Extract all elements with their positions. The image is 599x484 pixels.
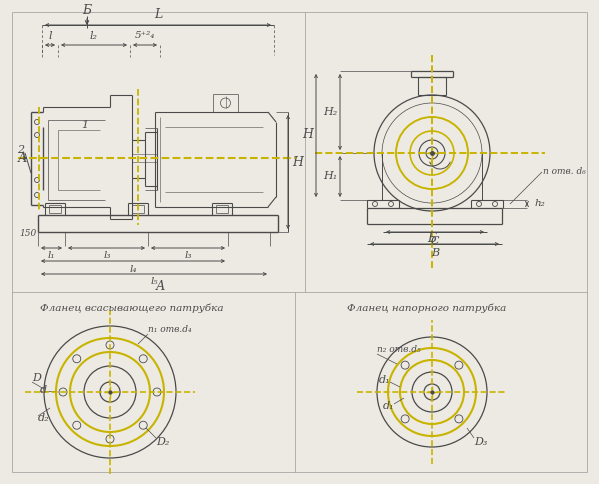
Text: l₃: l₃	[184, 252, 192, 260]
Text: 1: 1	[81, 120, 89, 130]
Text: l: l	[49, 31, 52, 41]
Text: D₃: D₃	[474, 437, 488, 447]
Text: n отв. d₆: n отв. d₆	[543, 167, 586, 177]
Text: l₂: l₂	[90, 31, 98, 41]
Text: 2: 2	[17, 145, 25, 155]
Text: d₁: d₁	[379, 375, 390, 385]
Text: H₂: H₂	[323, 107, 337, 117]
Text: L: L	[154, 9, 162, 21]
Text: l₁: l₁	[47, 252, 55, 260]
Text: h₂: h₂	[535, 199, 545, 209]
Text: H: H	[292, 156, 304, 169]
Text: B: B	[431, 248, 439, 258]
Text: Фланец всасывающего патрубка: Фланец всасывающего патрубка	[40, 303, 224, 313]
Text: l₄: l₄	[129, 264, 137, 273]
Text: D: D	[32, 373, 41, 383]
Text: H: H	[302, 128, 313, 141]
Text: d₂: d₂	[38, 413, 50, 423]
Text: l₅: l₅	[150, 277, 158, 287]
Text: C: C	[431, 236, 439, 246]
Text: d₁: d₁	[382, 401, 394, 411]
Text: А: А	[17, 151, 27, 165]
Text: Фланец напорного патрубка: Фланец напорного патрубка	[347, 303, 507, 313]
Text: Б: Б	[83, 3, 92, 16]
Text: d: d	[40, 385, 47, 395]
Text: n₂ отв.d₅: n₂ отв.d₅	[377, 346, 420, 354]
Text: D₂: D₂	[156, 437, 170, 447]
Text: H₁: H₁	[323, 171, 337, 181]
Text: Б: Б	[428, 232, 437, 245]
Text: А: А	[155, 279, 165, 292]
Text: n₁ отв.d₄: n₁ отв.d₄	[148, 326, 192, 334]
Text: 150: 150	[19, 228, 37, 238]
Text: 5⁺²₄: 5⁺²₄	[135, 30, 155, 40]
Text: l₃: l₃	[103, 252, 111, 260]
